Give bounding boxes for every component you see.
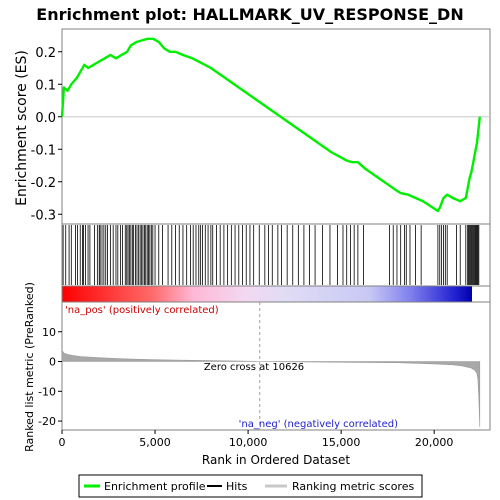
x-axis-ticks: 0 5,000 10,000 15,000 20,000 — [59, 430, 454, 449]
metric-panel — [61, 301, 491, 431]
legend-label-ranking-metric: Ranking metric scores — [292, 480, 414, 493]
legend-label-hits: Hits — [226, 480, 248, 493]
es-y-tick-label: 0.0 — [35, 111, 56, 126]
es-y-tick-label: 0.2 — [35, 46, 56, 61]
ranking-color-bar — [62, 286, 472, 302]
hit-marks — [62, 225, 480, 285]
ranking-metric-area — [61, 349, 481, 428]
hits-panel — [61, 223, 491, 287]
metric-y-tick-label: -20 — [38, 415, 56, 428]
es-y-tick-label: -0.2 — [31, 176, 56, 191]
chart-title: Enrichment plot: HALLMARK_UV_RESPONSE_DN — [36, 5, 463, 24]
x-tick-label: 5,000 — [139, 436, 171, 449]
legend: Enrichment profile Hits Ranking metric s… — [78, 474, 423, 498]
x-tick-label: 15,000 — [322, 436, 361, 449]
es-y-axis-ticks: -0.3 -0.2 -0.1 0.0 0.1 0.2 — [31, 46, 62, 223]
es-y-axis-label: Enrichment score (ES) — [14, 50, 30, 206]
metric-y-tick-label: 0 — [49, 356, 56, 369]
x-axis-label: Rank in Ordered Dataset — [202, 453, 350, 467]
es-y-tick-label: -0.3 — [31, 208, 56, 223]
es-panel — [61, 28, 491, 225]
es-y-tick-label: 0.1 — [35, 78, 56, 93]
neg-correlated-label: 'na_neg' (negatively correlated) — [239, 419, 398, 430]
pos-correlated-label: 'na_pos' (positively correlated) — [65, 305, 219, 316]
x-tick-label: 20,000 — [415, 436, 454, 449]
metric-y-axis-label: Ranked list metric (PreRanked) — [23, 282, 36, 452]
metric-y-tick-label: -10 — [38, 385, 56, 398]
metric-y-axis-ticks: -20 -10 0 10 — [38, 326, 62, 428]
enrichment-profile-line — [60, 37, 481, 213]
x-tick-label: 0 — [59, 436, 66, 449]
x-tick-label: 10,000 — [229, 436, 268, 449]
legend-box — [78, 474, 423, 498]
es-y-tick-label: -0.1 — [31, 143, 56, 158]
legend-label-enrichment-profile: Enrichment profile — [104, 480, 206, 493]
metric-y-tick-label: 10 — [42, 326, 56, 339]
zero-cross-label: Zero cross at 10626 — [204, 362, 304, 373]
